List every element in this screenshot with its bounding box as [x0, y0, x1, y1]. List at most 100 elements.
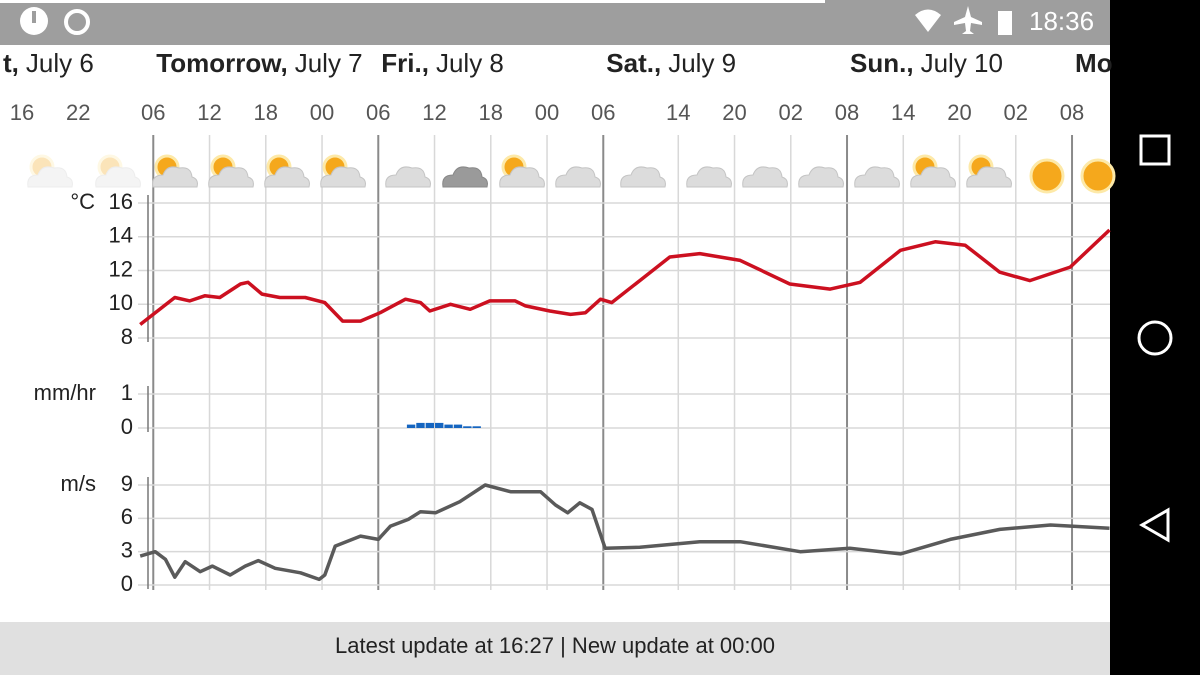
day-date: July 9 — [668, 48, 736, 78]
cloud — [95, 166, 141, 188]
progress-line — [0, 0, 825, 3]
back-button[interactable] — [1138, 507, 1170, 543]
hour-label: 14 — [891, 100, 915, 125]
hour-label: 00 — [535, 100, 559, 125]
precip-bar — [435, 422, 444, 428]
cloud — [966, 166, 1012, 188]
precip-bar — [444, 424, 453, 428]
sun — [97, 154, 123, 180]
weather-icon — [620, 166, 666, 188]
cloud — [152, 166, 198, 188]
weather-icon — [555, 166, 601, 188]
precip-bar — [472, 426, 481, 428]
cloud — [442, 166, 488, 188]
precip-bar — [453, 424, 463, 428]
y-tick-label: 3 — [121, 537, 133, 562]
sun — [29, 154, 55, 180]
day-header: t, July 6 — [3, 48, 94, 78]
footer-bar — [0, 622, 1110, 675]
hour-label: 12 — [422, 100, 446, 125]
y-tick-label: 6 — [121, 504, 133, 529]
notification-mark — [32, 11, 36, 23]
weather-icon — [264, 154, 310, 188]
weather-icon — [1080, 158, 1116, 194]
hour-label: 00 — [310, 100, 334, 125]
day-header: Mo — [1075, 48, 1113, 78]
precip-bar — [416, 422, 425, 428]
weather-icon — [854, 166, 900, 188]
cloud — [499, 166, 545, 188]
cloud — [798, 166, 844, 188]
y-tick-label: 10 — [109, 290, 133, 315]
weather-icon — [742, 166, 788, 188]
series-line — [139, 228, 1111, 326]
hour-label: 20 — [947, 100, 971, 125]
cloud — [385, 166, 431, 188]
battery-icon — [998, 11, 1012, 35]
day-name: Fri., — [381, 48, 429, 78]
cloud — [264, 166, 310, 188]
day-date: July 7 — [295, 48, 363, 78]
y-axis-unit: mm/hr — [34, 380, 96, 405]
day-date: July 10 — [921, 48, 1003, 78]
cloud — [686, 166, 732, 188]
hour-label: 06 — [591, 100, 615, 125]
weather-icon — [208, 154, 254, 188]
day-header: Fri., July 8 — [381, 48, 504, 78]
status-bar — [0, 0, 1110, 45]
precip-bar — [406, 424, 416, 428]
wifi-icon — [915, 9, 941, 32]
weather-icon — [1029, 158, 1065, 194]
hour-label: 08 — [835, 100, 859, 125]
day-name: Tomorrow, — [156, 48, 287, 78]
y-tick-label: 9 — [121, 471, 133, 496]
weather-icon — [966, 154, 1012, 188]
nav-bar — [1110, 0, 1200, 675]
hour-label: 06 — [141, 100, 165, 125]
day-name: Mo — [1075, 48, 1113, 78]
day-header: Sat., July 9 — [606, 48, 736, 78]
hour-label: 08 — [1060, 100, 1084, 125]
series-line — [139, 483, 1110, 582]
sync-icon — [64, 9, 90, 35]
hour-label: 14 — [666, 100, 690, 125]
y-tick-label: 8 — [121, 324, 133, 349]
weather-icon — [95, 154, 141, 188]
hour-label: 12 — [197, 100, 221, 125]
y-axis-unit: °C — [70, 189, 95, 214]
weather-icon — [910, 154, 956, 188]
y-tick-label: 16 — [109, 189, 133, 214]
day-date: July 8 — [436, 48, 504, 78]
recents-button[interactable] — [1139, 134, 1171, 166]
day-name: Sat., — [606, 48, 661, 78]
hour-label: 16 — [10, 100, 34, 125]
sun — [1029, 158, 1065, 194]
y-tick-label: 0 — [121, 571, 133, 596]
day-name: t, — [3, 48, 19, 78]
day-header: Tomorrow, July 7 — [156, 48, 362, 78]
precip-bar — [463, 426, 472, 428]
cloud — [854, 166, 900, 188]
y-axis-unit: m/s — [61, 471, 96, 496]
hour-label: 22 — [66, 100, 90, 125]
hour-label: 18 — [254, 100, 278, 125]
cloud — [910, 166, 956, 188]
weather-icon — [320, 154, 366, 188]
weather-icon — [27, 154, 73, 188]
weather-icon — [442, 166, 488, 188]
cloud — [620, 166, 666, 188]
home-button[interactable] — [1137, 320, 1173, 356]
cloud — [320, 166, 366, 188]
cloud — [27, 166, 73, 188]
y-tick-label: 14 — [109, 223, 133, 248]
weather-icon — [385, 166, 431, 188]
hour-label: 06 — [366, 100, 390, 125]
weather-icon — [152, 154, 198, 188]
forecast-chart: 16 22 06 12 18 00 06 12 18 00 06 14 20 02 08 14 20 02 08t,… — [3, 48, 1116, 596]
hour-label: 02 — [779, 100, 803, 125]
day-date: July 6 — [26, 48, 94, 78]
cloud — [208, 166, 254, 188]
weather-icon — [686, 166, 732, 188]
clock: 18:36 — [1029, 6, 1094, 36]
